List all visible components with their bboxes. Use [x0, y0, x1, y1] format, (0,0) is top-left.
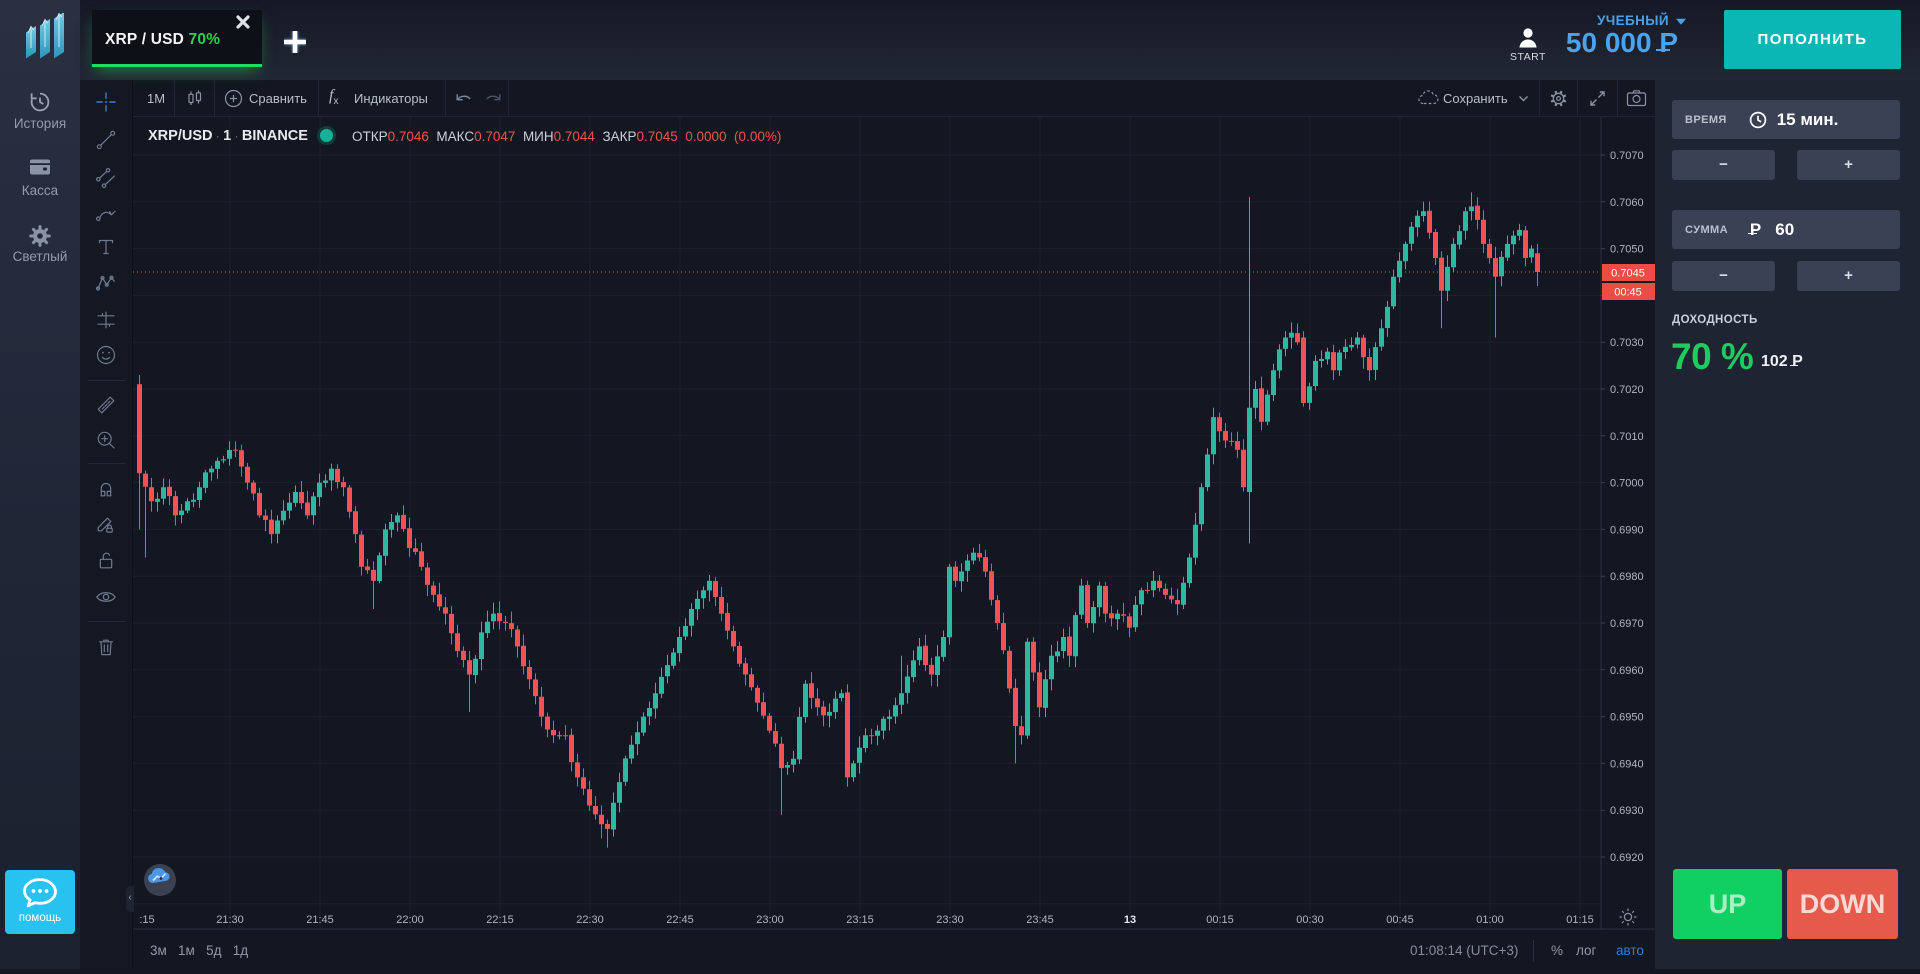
svg-text:0.7010: 0.7010	[1610, 431, 1644, 443]
svg-text:0.7050: 0.7050	[1610, 244, 1644, 256]
svg-text:0.6980: 0.6980	[1610, 571, 1644, 583]
svg-text:01:15: 01:15	[1566, 914, 1594, 926]
svg-text:0.7020: 0.7020	[1610, 384, 1644, 396]
svg-text:0.7030: 0.7030	[1610, 337, 1644, 349]
svg-text:22:00: 22:00	[396, 914, 424, 926]
svg-text:23:30: 23:30	[936, 914, 964, 926]
svg-text:0.6940: 0.6940	[1610, 758, 1644, 770]
svg-text:21:45: 21:45	[306, 914, 334, 926]
svg-text:13: 13	[1124, 914, 1136, 926]
svg-text:00:15: 00:15	[1206, 914, 1234, 926]
svg-text:0.6990: 0.6990	[1610, 524, 1644, 536]
svg-text:00:45: 00:45	[1386, 914, 1414, 926]
svg-text:0.7070: 0.7070	[1610, 150, 1644, 162]
svg-text:0.6920: 0.6920	[1610, 852, 1644, 864]
svg-text:21:30: 21:30	[216, 914, 244, 926]
svg-text:00:45: 00:45	[1614, 287, 1642, 299]
svg-text:22:30: 22:30	[576, 914, 604, 926]
svg-text:0.7000: 0.7000	[1610, 478, 1644, 490]
svg-text:22:15: 22:15	[486, 914, 514, 926]
svg-text:22:45: 22:45	[666, 914, 694, 926]
svg-text:00:30: 00:30	[1296, 914, 1324, 926]
svg-text:23:45: 23:45	[1026, 914, 1054, 926]
svg-text::15: :15	[139, 914, 154, 926]
svg-text:23:15: 23:15	[846, 914, 874, 926]
svg-text:23:00: 23:00	[756, 914, 784, 926]
svg-text:0.7060: 0.7060	[1610, 197, 1644, 209]
svg-text:0.6960: 0.6960	[1610, 665, 1644, 677]
svg-text:0.7045: 0.7045	[1611, 268, 1645, 280]
svg-text:0.6950: 0.6950	[1610, 712, 1644, 724]
svg-text:01:00: 01:00	[1476, 914, 1504, 926]
svg-text:0.6970: 0.6970	[1610, 618, 1644, 630]
svg-text:0.6930: 0.6930	[1610, 805, 1644, 817]
